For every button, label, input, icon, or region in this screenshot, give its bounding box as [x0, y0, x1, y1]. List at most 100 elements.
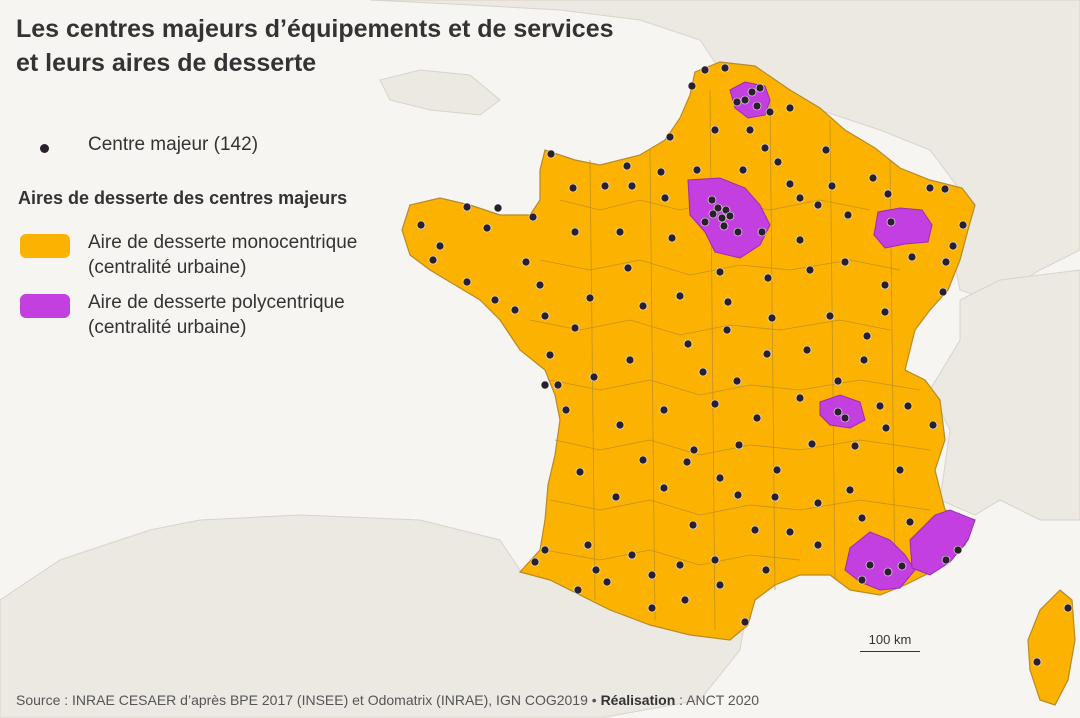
centre-point — [583, 540, 593, 550]
centre-point — [840, 257, 850, 267]
centre-point — [827, 181, 837, 191]
centre-point — [903, 401, 913, 411]
credit-text: : ANCT 2020 — [675, 692, 760, 708]
centre-point — [875, 401, 885, 411]
centre-point — [722, 325, 732, 335]
centre-point — [1032, 657, 1042, 667]
centre-point — [785, 103, 795, 113]
legend-item-monocentric-line1: Aire de desserte monocentrique — [88, 232, 358, 253]
major-centres — [416, 63, 1073, 667]
centre-point — [740, 617, 750, 627]
centre-point — [602, 577, 612, 587]
centre-point — [647, 603, 657, 613]
centre-point — [570, 227, 580, 237]
centre-point — [767, 313, 777, 323]
centre-point — [881, 423, 891, 433]
centre-point — [528, 212, 538, 222]
centre-point — [585, 293, 595, 303]
centre-point — [589, 372, 599, 382]
centre-point — [795, 393, 805, 403]
centre-point — [710, 399, 720, 409]
source-text: : INRAE CESAER d’après BPE 2017 (INSEE) … — [60, 692, 601, 708]
poly-area-marseille — [844, 531, 916, 591]
centre-point — [482, 223, 492, 233]
centre-point — [546, 149, 556, 159]
legend-item-monocentric-label: Aire de desserte monocentrique (centrali… — [88, 230, 357, 280]
centre-point — [738, 165, 748, 175]
legend-section-title: Aires de desserte des centres majeurs — [18, 188, 348, 208]
centre-point — [840, 413, 850, 423]
centre-point — [683, 339, 693, 349]
centre-point — [740, 95, 750, 105]
centre-point — [948, 241, 958, 251]
credit-label: Réalisation — [600, 692, 676, 708]
scale-label: 100 km — [868, 632, 912, 647]
centre-point — [752, 413, 762, 423]
centre-point — [721, 205, 731, 215]
centre-point — [733, 490, 743, 500]
centre-point — [659, 405, 669, 415]
centre-point — [687, 81, 697, 91]
centre-point — [667, 233, 677, 243]
centre-point — [623, 263, 633, 273]
centre-point — [510, 305, 520, 315]
centre-point — [745, 125, 755, 135]
centre-point — [773, 157, 783, 167]
map-title: Les centres majeurs d’équipements et de … — [16, 12, 696, 80]
centre-point — [845, 485, 855, 495]
centre-point — [763, 273, 773, 283]
centre-point — [958, 220, 968, 230]
monocentric-swatch — [20, 234, 70, 258]
centre-point — [530, 557, 540, 567]
centre-point — [719, 221, 729, 231]
centre-point — [723, 297, 733, 307]
centre-point — [765, 107, 775, 117]
centre-point — [490, 295, 500, 305]
centre-point — [647, 570, 657, 580]
centre-point — [680, 595, 690, 605]
centre-point — [772, 465, 782, 475]
centre-point — [813, 200, 823, 210]
polycentric-swatch — [20, 294, 70, 318]
centre-point — [573, 585, 583, 595]
centre-point — [540, 545, 550, 555]
centre-point — [807, 439, 817, 449]
centre-point — [940, 184, 950, 194]
centre-point — [700, 217, 710, 227]
centre-point — [795, 193, 805, 203]
centre-point — [897, 561, 907, 571]
centre-point — [611, 492, 621, 502]
centre-point — [857, 513, 867, 523]
centre-point — [627, 550, 637, 560]
centre-point — [825, 311, 835, 321]
legend-point-label: Centre majeur (142) — [88, 134, 259, 155]
centre-point — [802, 345, 812, 355]
centre-point — [575, 467, 585, 477]
centre-point — [805, 265, 815, 275]
centre-point — [700, 65, 710, 75]
legend-item-monocentric-line2: (centralité urbaine) — [88, 257, 247, 278]
centre-point — [665, 132, 675, 142]
legend-point: Centre majeur (142) — [18, 134, 438, 160]
centre-point — [720, 63, 730, 73]
centre-point — [862, 331, 872, 341]
centre-point — [732, 97, 742, 107]
legend-item-polycentric-line1: Aire de desserte polycentrique — [88, 292, 345, 313]
centre-point — [659, 483, 669, 493]
centre-point — [710, 125, 720, 135]
centre-point — [627, 181, 637, 191]
centre-point — [843, 210, 853, 220]
centre-point — [692, 165, 702, 175]
centre-point — [462, 202, 472, 212]
centre-point — [715, 267, 725, 277]
centre-point — [941, 257, 951, 267]
centre-point — [833, 376, 843, 386]
centre-point — [688, 520, 698, 530]
centre-point — [752, 101, 762, 111]
centre-point — [713, 203, 723, 213]
centre-point — [675, 560, 685, 570]
centre-point — [795, 235, 805, 245]
centre-point — [850, 441, 860, 451]
